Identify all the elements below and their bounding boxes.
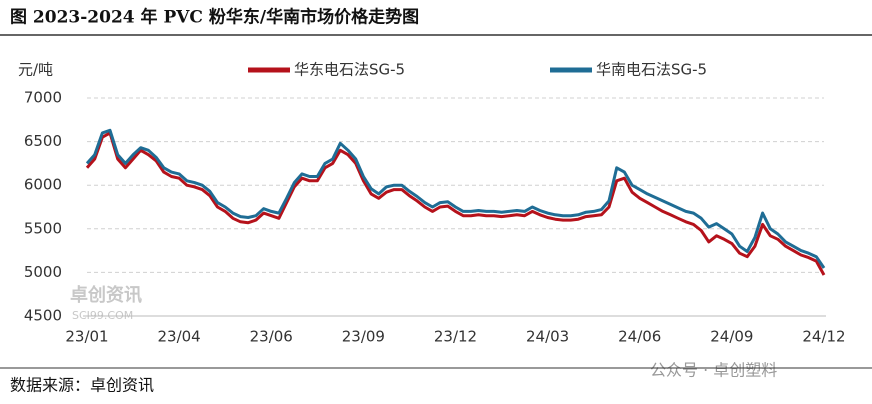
y-tick-label: 5000 [24,263,62,281]
x-tick-label: 24/03 [526,328,569,346]
x-tick-label: 24/06 [618,328,661,346]
x-tick-label: 23/04 [158,328,201,346]
legend-label: 华南电石法SG-5 [596,61,707,79]
y-tick-label: 5500 [24,219,62,237]
series-line [85,128,826,269]
x-tick-label: 23/09 [342,328,385,346]
x-tick-label: 23/12 [434,328,477,346]
y-axis-label: 元/吨 [18,61,53,79]
y-tick-label: 4500 [24,307,62,325]
legend-label: 华东电石法SG-5 [294,61,405,79]
x-tick-label: 23/01 [65,328,108,346]
y-tick-label: 6500 [24,132,62,150]
chart-title: 图 2023-2024 年 PVC 粉华东/华南市场价格走势图 [10,7,419,28]
y-tick-label: 6000 [24,176,62,194]
x-tick-label: 24/09 [710,328,753,346]
y-tick-label: 7000 [24,89,62,107]
series-line [85,131,826,276]
x-tick-label: 23/06 [250,328,293,346]
watermark: 卓创资讯 [70,284,142,306]
x-tick-label: 24/12 [802,328,845,346]
source-note: 数据来源：卓创资讯 [10,376,154,395]
watermark: 公众号 · 卓创塑料 [650,361,777,380]
